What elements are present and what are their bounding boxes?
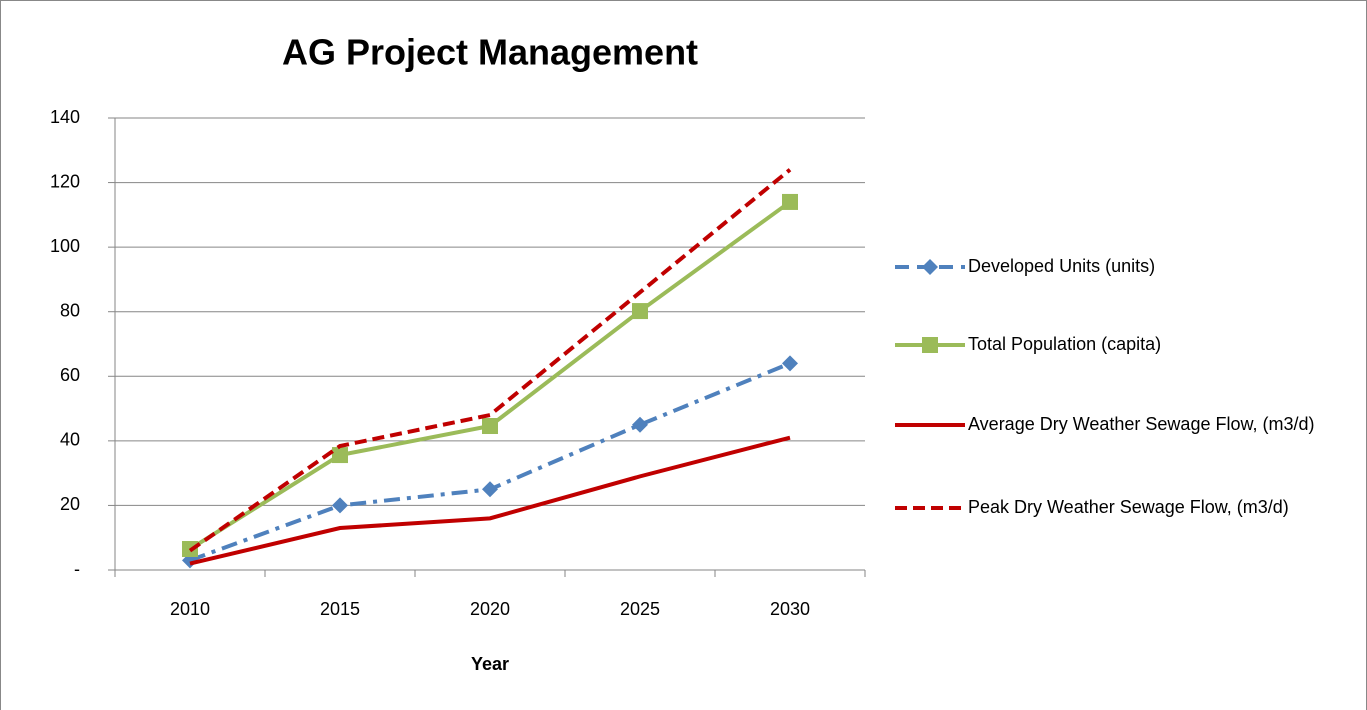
legend-label: Average Dry Weather Sewage Flow, (m3/d) xyxy=(968,414,1315,434)
marker xyxy=(332,497,348,514)
marker xyxy=(332,447,348,464)
y-tick-label: 140 xyxy=(50,107,80,127)
x-tick-label: 2025 xyxy=(620,599,660,619)
marker xyxy=(482,481,498,498)
x-tick-label: 2020 xyxy=(470,599,510,619)
x-axis-label: Year xyxy=(471,654,509,674)
marker xyxy=(922,259,938,275)
y-tick-label: 100 xyxy=(50,236,80,256)
x-tick-label: 2030 xyxy=(770,599,810,619)
y-tick-label: 80 xyxy=(60,300,80,320)
legend-label: Total Population (capita) xyxy=(968,334,1162,354)
marker xyxy=(632,303,648,320)
marker xyxy=(782,355,798,372)
y-tick-label: 40 xyxy=(60,430,80,450)
chart-title: AG Project Management xyxy=(282,32,698,73)
legend-label: Developed Units (units) xyxy=(968,256,1156,276)
x-tick-label: 2015 xyxy=(320,599,360,619)
y-tick-label: 20 xyxy=(60,494,80,514)
y-tick-label: 60 xyxy=(60,365,80,385)
marker xyxy=(922,337,938,353)
x-tick-label: 2010 xyxy=(170,599,210,619)
legend-label: Peak Dry Weather Sewage Flow, (m3/d) xyxy=(968,497,1289,517)
marker xyxy=(782,193,798,210)
y-tick-label: - xyxy=(74,559,80,579)
series-line xyxy=(189,435,791,566)
y-tick-label: 120 xyxy=(50,171,80,191)
marker xyxy=(632,416,648,433)
marker xyxy=(482,418,498,435)
series-line xyxy=(188,168,792,553)
